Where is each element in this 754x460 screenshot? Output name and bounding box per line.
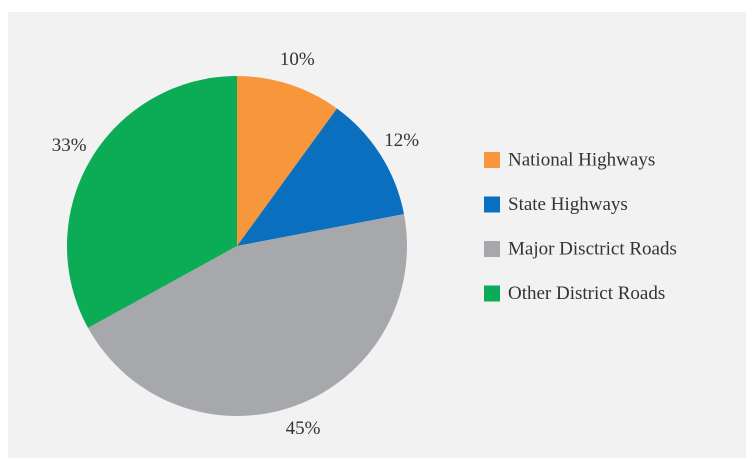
legend-label: State Highways [508, 194, 628, 215]
pie-slice [237, 108, 404, 247]
data-label: 33% [52, 135, 87, 156]
legend-swatch [484, 152, 500, 168]
pie-slice [88, 214, 407, 417]
legend-swatch [484, 285, 500, 302]
data-label: 45% [286, 418, 321, 439]
legend-swatch [484, 196, 500, 213]
pie-slice [237, 76, 337, 246]
data-label: 10% [280, 49, 315, 70]
legend-label: Other District Roads [508, 283, 665, 304]
data-label: 12% [384, 130, 419, 151]
legend-label: National Highways [508, 149, 655, 170]
pie-slice [66, 76, 238, 328]
legend-label: Major Disctrict Roads [508, 238, 677, 259]
legend-swatch [484, 241, 500, 257]
